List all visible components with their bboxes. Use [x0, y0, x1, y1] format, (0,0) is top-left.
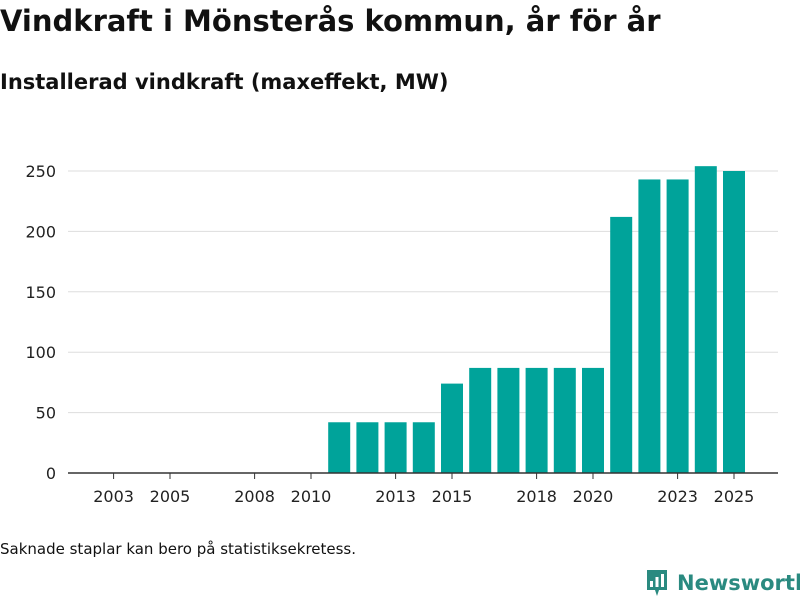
bar-2016	[469, 367, 492, 473]
brand-name: Newsworthy	[677, 571, 800, 595]
bar-2011	[328, 422, 351, 473]
y-tick-label: 200	[25, 222, 56, 241]
y-tick-label: 0	[46, 464, 56, 483]
x-tick-label: 2018	[516, 487, 557, 506]
bar-2020	[582, 367, 604, 473]
bar-2024	[694, 166, 717, 473]
y-tick-label: 50	[36, 404, 56, 423]
bar-2017	[497, 367, 520, 473]
x-tick-label: 2023	[657, 487, 698, 506]
x-tick-label: 2003	[93, 487, 134, 506]
bar-2015	[441, 383, 463, 473]
newsworthy-logo-icon	[647, 570, 667, 596]
bar-2023	[666, 179, 689, 473]
bar-2021	[610, 216, 633, 474]
bar-2025	[723, 171, 745, 473]
chart-subtitle: Installerad vindkraft (maxeffekt, MW)	[0, 70, 449, 94]
y-tick-label: 250	[25, 162, 56, 181]
x-tick-label: 2005	[150, 487, 191, 506]
bar-2014	[412, 422, 435, 473]
x-tick-label: 2008	[234, 487, 275, 506]
y-tick-label: 100	[25, 343, 56, 362]
x-tick-label: 2013	[375, 487, 416, 506]
bar-2013	[384, 422, 407, 473]
y-tick-label: 150	[25, 283, 56, 302]
chart-title: Vindkraft i Mönsterås kommun, år för år	[0, 4, 661, 38]
bar-2012	[356, 422, 379, 473]
bar-2022	[638, 179, 661, 473]
x-tick-label: 2025	[714, 487, 755, 506]
brand-logo[interactable]: Newsworthy	[645, 568, 800, 598]
footnote: Saknade staplar kan bero på statistiksek…	[0, 540, 357, 558]
x-tick-label: 2020	[573, 487, 614, 506]
bar-2018	[525, 367, 548, 473]
x-tick-label: 2010	[291, 487, 332, 506]
bar-2019	[553, 367, 576, 473]
x-tick-label: 2015	[432, 487, 473, 506]
